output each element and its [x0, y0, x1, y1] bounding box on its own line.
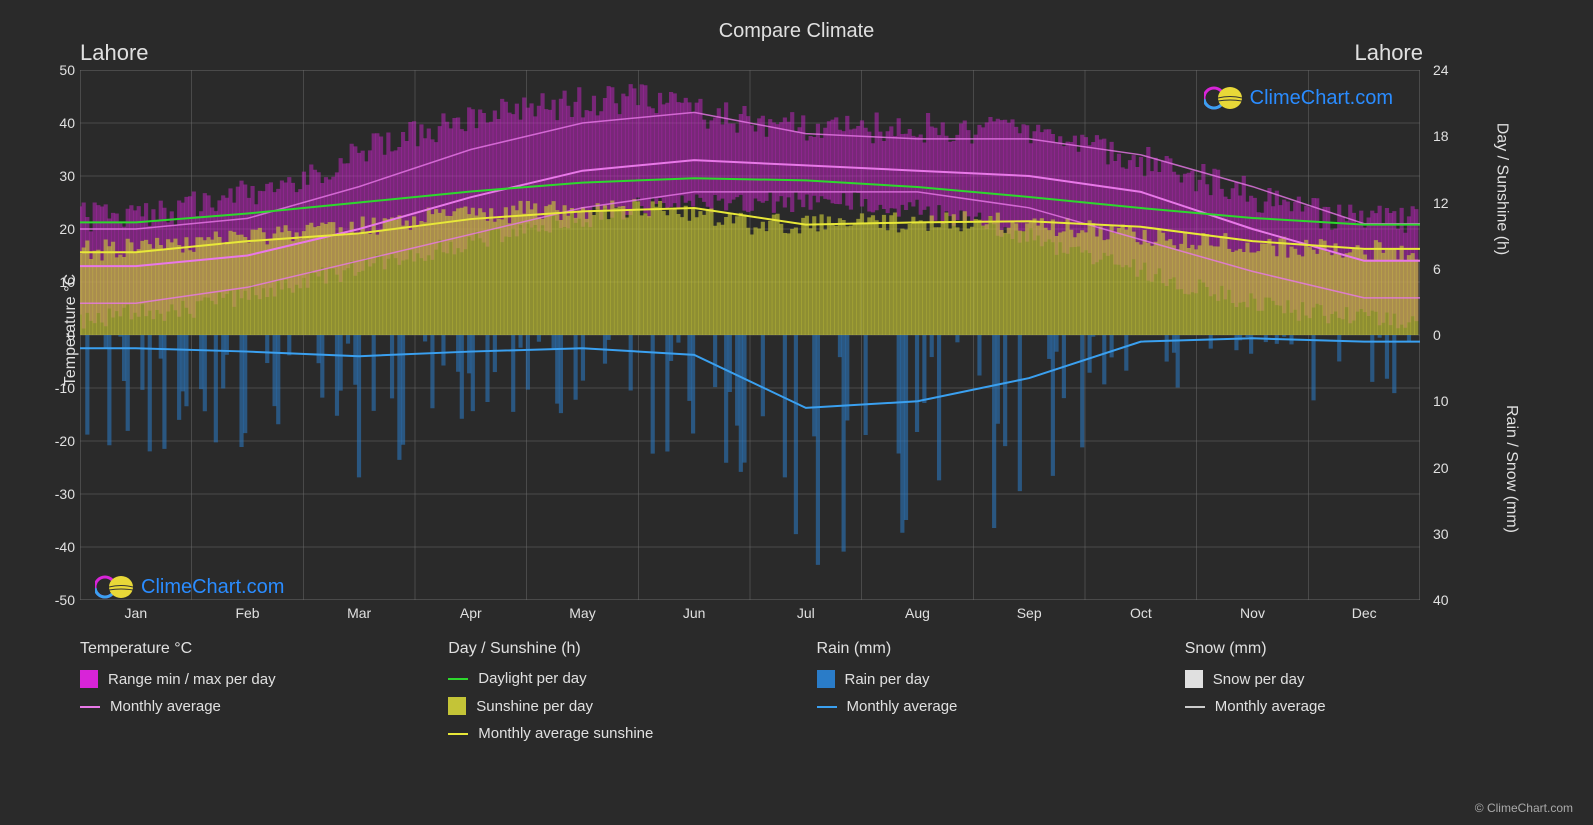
y-tick-left: 0	[67, 327, 75, 343]
watermark-text: ClimeChart.com	[141, 576, 284, 599]
climechart-icon	[1204, 85, 1244, 111]
legend-label: Monthly average sunshine	[478, 725, 653, 742]
y-tick-left: -50	[55, 592, 75, 608]
y-tick-left: -20	[55, 433, 75, 449]
x-tick: Feb	[235, 605, 259, 621]
legend-label: Daylight per day	[478, 670, 586, 687]
legend-item: Snow per day	[1185, 670, 1513, 688]
legend-group-title: Rain (mm)	[817, 640, 1145, 658]
legend-label: Snow per day	[1213, 671, 1305, 688]
legend-swatch	[817, 706, 837, 708]
legend-label: Monthly average	[1215, 698, 1326, 715]
y-tick-right: 0	[1433, 327, 1441, 343]
legend-swatch	[817, 670, 835, 688]
legend-item: Monthly average	[1185, 698, 1513, 715]
city-label-left: Lahore	[80, 40, 149, 66]
y-tick-right: 30	[1433, 526, 1449, 542]
legend-swatch	[448, 678, 468, 680]
y-tick-left: 50	[59, 62, 75, 78]
legend-item: Range min / max per day	[80, 670, 408, 688]
copyright: © ClimeChart.com	[1475, 801, 1573, 815]
y-axis-right-top-label: Day / Sunshine (h)	[1493, 123, 1511, 256]
y-tick-left: -10	[55, 380, 75, 396]
x-tick: Sep	[1017, 605, 1042, 621]
legend: Temperature °C Range min / max per day Mon…	[80, 640, 1513, 752]
legend-item: Monthly average	[817, 698, 1145, 715]
watermark-bottom-left: ClimeChart.com	[95, 574, 284, 600]
legend-item: Daylight per day	[448, 670, 776, 687]
chart-title: Compare Climate	[719, 20, 875, 43]
y-tick-right: 24	[1433, 62, 1449, 78]
x-tick: Apr	[460, 605, 482, 621]
x-tick: Jan	[125, 605, 148, 621]
y-tick-right: 10	[1433, 393, 1449, 409]
x-tick: Oct	[1130, 605, 1152, 621]
legend-item: Monthly average sunshine	[448, 725, 776, 742]
y-tick-right: 40	[1433, 592, 1449, 608]
legend-label: Sunshine per day	[476, 698, 593, 715]
climechart-icon	[95, 574, 135, 600]
x-tick: Dec	[1352, 605, 1377, 621]
legend-group-title: Snow (mm)	[1185, 640, 1513, 658]
legend-group: Temperature °C Range min / max per day Mon…	[80, 640, 408, 752]
chart-svg	[80, 70, 1420, 600]
watermark-top-right: ClimeChart.com	[1204, 85, 1393, 111]
legend-label: Monthly average	[110, 698, 221, 715]
y-tick-right: 18	[1433, 128, 1449, 144]
legend-swatch	[80, 670, 98, 688]
legend-group: Snow (mm) Snow per day Monthly average	[1185, 640, 1513, 752]
city-label-right: Lahore	[1354, 40, 1423, 66]
watermark-text: ClimeChart.com	[1250, 87, 1393, 110]
legend-swatch	[448, 697, 466, 715]
legend-label: Rain per day	[845, 671, 930, 688]
legend-label: Monthly average	[847, 698, 958, 715]
legend-label: Range min / max per day	[108, 671, 276, 688]
y-tick-right: 12	[1433, 195, 1449, 211]
legend-swatch	[448, 733, 468, 735]
y-tick-left: 10	[59, 274, 75, 290]
y-tick-right: 20	[1433, 460, 1449, 476]
legend-swatch	[80, 706, 100, 708]
legend-group-title: Day / Sunshine (h)	[448, 640, 776, 658]
y-tick-right: 6	[1433, 261, 1441, 277]
y-tick-left: -30	[55, 486, 75, 502]
x-tick: Jun	[683, 605, 706, 621]
x-tick: Mar	[347, 605, 371, 621]
legend-group: Day / Sunshine (h) Daylight per day Sunshi…	[448, 640, 776, 752]
x-tick: May	[569, 605, 595, 621]
y-axis-right-bottom-label: Rain / Snow (mm)	[1502, 405, 1520, 533]
legend-swatch	[1185, 706, 1205, 708]
legend-item: Monthly average	[80, 698, 408, 715]
y-tick-left: 20	[59, 221, 75, 237]
x-tick: Nov	[1240, 605, 1265, 621]
chart-plot-area	[80, 70, 1420, 600]
x-tick: Aug	[905, 605, 930, 621]
y-tick-left: -40	[55, 539, 75, 555]
legend-group-title: Temperature °C	[80, 640, 408, 658]
legend-group: Rain (mm) Rain per day Monthly average	[817, 640, 1145, 752]
legend-item: Sunshine per day	[448, 697, 776, 715]
x-tick: Jul	[797, 605, 815, 621]
legend-swatch	[1185, 670, 1203, 688]
legend-item: Rain per day	[817, 670, 1145, 688]
y-tick-left: 30	[59, 168, 75, 184]
y-tick-left: 40	[59, 115, 75, 131]
